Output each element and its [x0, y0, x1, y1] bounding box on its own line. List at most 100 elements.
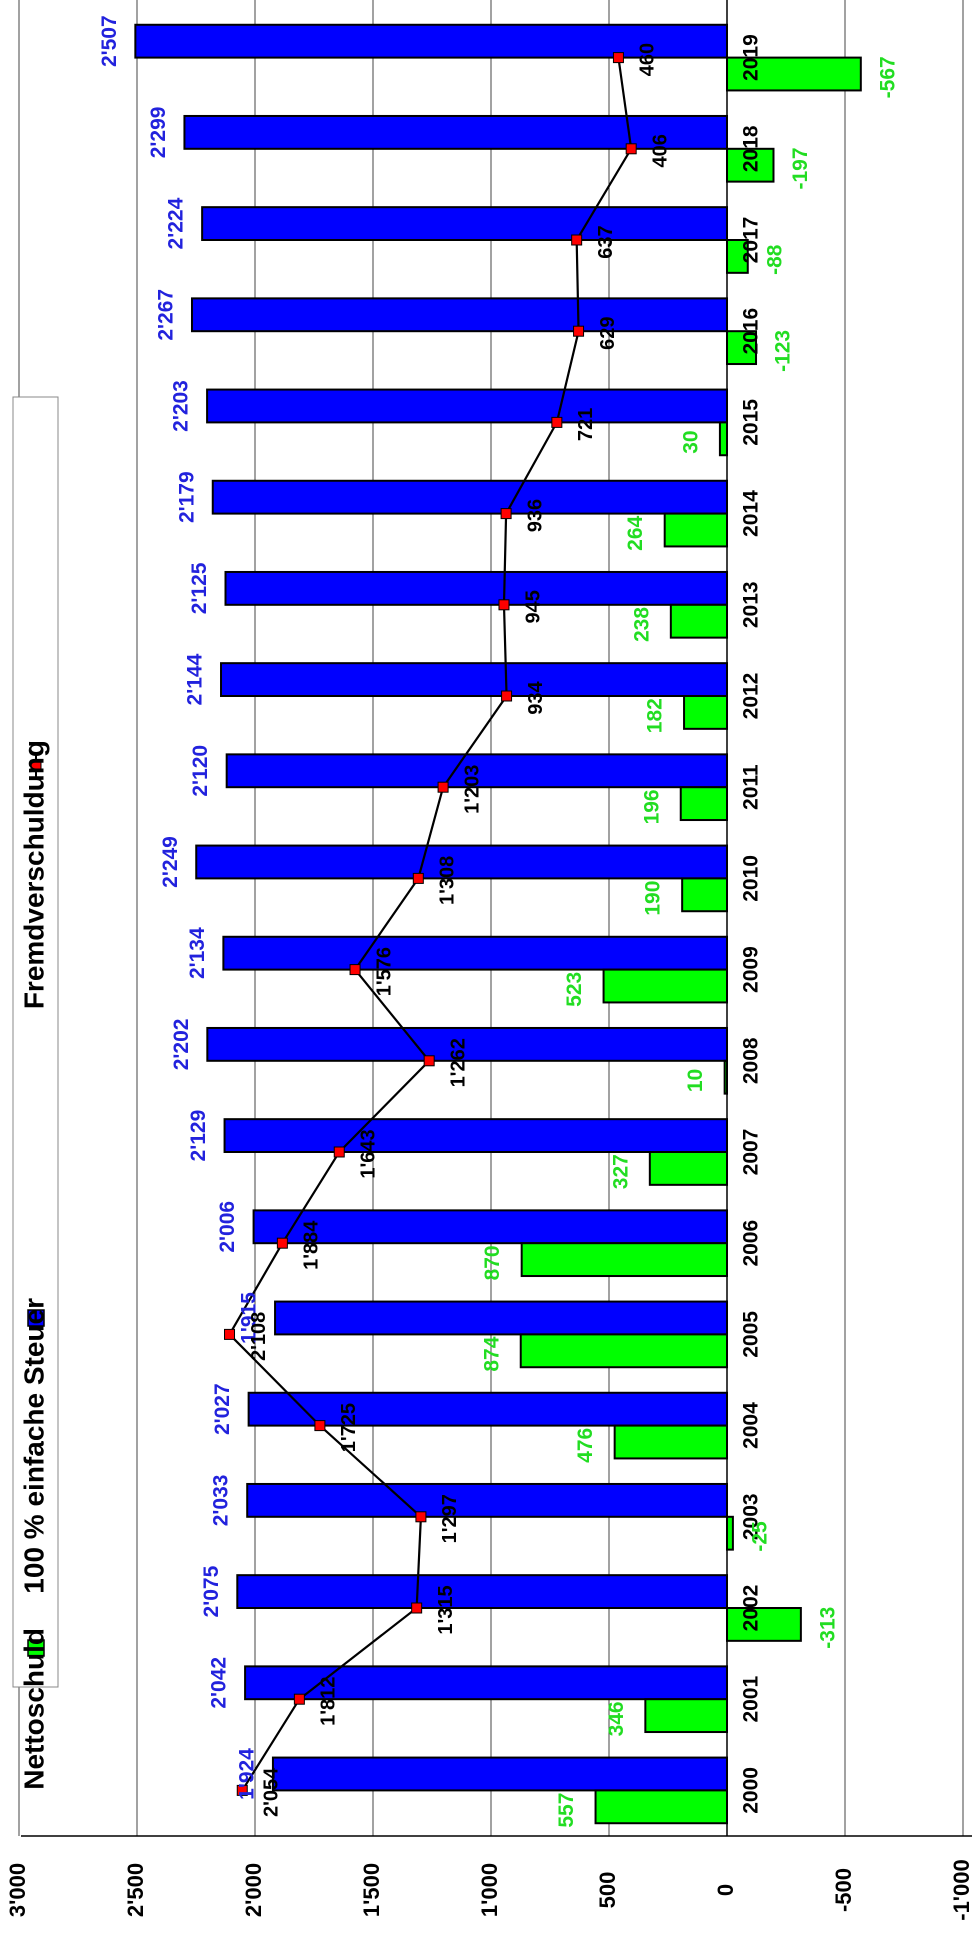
- label-fremdverschuldung: 1'576: [373, 947, 395, 996]
- bar-steuer: [252, 1209, 728, 1245]
- label-steuer: 2'042: [208, 1657, 231, 1709]
- label-steuer: 2'144: [184, 653, 207, 705]
- category-label: 2002: [740, 1585, 763, 1632]
- tick-label: 0: [713, 1884, 738, 1896]
- bar-steuer: [224, 570, 728, 606]
- legend: Nettoschuld 100 % einfache Steuer Fremdver…: [12, 396, 59, 1790]
- plot-area: [21, 0, 974, 1836]
- bar-steuer: [225, 753, 728, 789]
- bar-steuer: [211, 479, 729, 515]
- label-nettoschuld: -123: [772, 330, 795, 372]
- label-fremdverschuldung: 721: [575, 408, 597, 441]
- category-label: 2005: [740, 1311, 763, 1358]
- line-marker: [276, 1237, 288, 1249]
- bar-nettoschuld: [648, 1151, 728, 1186]
- category-label: 2009: [740, 946, 763, 993]
- bar-nettoschuld: [726, 1607, 802, 1642]
- line-marker: [236, 1784, 248, 1796]
- label-steuer: 2'203: [170, 380, 193, 432]
- category-label: 2006: [740, 1220, 763, 1267]
- bar-nettoschuld: [683, 695, 728, 730]
- tick-label: 3'000: [5, 1863, 30, 1917]
- label-fremdverschuldung: 637: [595, 225, 617, 258]
- label-nettoschuld: -25: [748, 1521, 771, 1552]
- category-label: 2015: [740, 399, 763, 446]
- label-fremdverschuldung: 1'308: [437, 856, 459, 905]
- bar-nettoschuld: [663, 512, 728, 548]
- label-fremdverschuldung: 2'108: [248, 1312, 270, 1361]
- bar-nettoschuld: [726, 56, 862, 92]
- label-steuer: 2'027: [211, 1383, 234, 1435]
- label-steuer: 2'224: [165, 197, 188, 249]
- label-nettoschuld: 523: [563, 972, 586, 1007]
- label-steuer: 1'915: [238, 1292, 261, 1344]
- bar-nettoschuld: [679, 786, 729, 822]
- category-label: 2008: [740, 1037, 763, 1084]
- bar-nettoschuld: [594, 1789, 728, 1825]
- category-label: 2019: [740, 34, 763, 81]
- bar-steuer: [183, 114, 729, 150]
- bar-nettoschuld: [644, 1698, 728, 1734]
- bar-nettoschuld: [613, 1424, 728, 1460]
- label-fremdverschuldung: 1'262: [447, 1038, 469, 1087]
- line-marker: [500, 508, 512, 520]
- bar-nettoschuld: [602, 968, 729, 1004]
- bar-steuer: [220, 662, 729, 698]
- label-steuer: 2'179: [175, 471, 198, 523]
- label-fremdverschuldung: 934: [525, 680, 547, 714]
- label-steuer: 2'507: [98, 15, 121, 67]
- tick-label: 1'000: [477, 1863, 502, 1917]
- label-steuer: 2'033: [210, 1475, 233, 1527]
- label-fremdverschuldung: 1'315: [435, 1585, 457, 1634]
- line-marker: [314, 1420, 326, 1432]
- label-nettoschuld: 264: [624, 515, 647, 550]
- label-fremdverschuldung: 629: [597, 317, 619, 350]
- line-marker: [333, 1146, 345, 1158]
- category-label: 2014: [740, 490, 763, 537]
- label-fremdverschuldung: 1'884: [301, 1220, 323, 1270]
- line-marker: [612, 52, 624, 64]
- label-nettoschuld: 10: [684, 1069, 707, 1092]
- bar-steuer: [223, 1118, 728, 1153]
- category-label: 2018: [740, 125, 763, 172]
- line-marker: [571, 234, 583, 246]
- label-fremdverschuldung: 406: [649, 134, 671, 167]
- category-label: 2010: [740, 855, 763, 902]
- line-marker: [411, 1602, 423, 1614]
- legend-box: [12, 396, 59, 1688]
- label-steuer: 2'249: [159, 836, 182, 888]
- legend-marker-fremdverschuldung: [30, 760, 42, 772]
- label-fremdverschuldung: 945: [522, 590, 544, 623]
- label-nettoschuld: 238: [630, 607, 653, 642]
- line-marker: [293, 1693, 305, 1705]
- bar-steuer: [246, 1482, 728, 1518]
- label-fremdverschuldung: 1'203: [461, 765, 483, 814]
- label-nettoschuld: 557: [555, 1793, 578, 1828]
- label-steuer: 2'202: [170, 1019, 193, 1071]
- bars: [134, 23, 862, 1825]
- label-fremdverschuldung: 460: [637, 43, 659, 76]
- bar-nettoschuld: [726, 147, 775, 183]
- fremdverschuldung-line: [224, 52, 637, 1796]
- line-marker: [573, 325, 585, 337]
- bar-steuer: [274, 1300, 728, 1336]
- label-fremdverschuldung: 936: [524, 499, 546, 532]
- line-marker: [498, 599, 510, 611]
- category-label: 2017: [740, 217, 763, 264]
- bar-steuer: [190, 297, 729, 333]
- bar-nettoschuld: [718, 421, 728, 457]
- bar-steuer: [206, 388, 729, 424]
- label-nettoschuld: 190: [642, 881, 665, 916]
- label-fremdverschuldung: 1'643: [358, 1129, 380, 1178]
- line-marker: [501, 690, 513, 702]
- tick-label: 2'500: [123, 1863, 148, 1917]
- legend-swatch-steuer: [27, 1309, 45, 1327]
- tick-label: -500: [831, 1868, 856, 1912]
- tick-label: -1'000: [949, 1859, 974, 1921]
- bar-steuer: [206, 1026, 728, 1062]
- bar-steuer: [244, 1665, 728, 1701]
- line-marker: [551, 416, 563, 428]
- line-marker: [412, 872, 424, 884]
- label-steuer: 2'120: [189, 745, 212, 797]
